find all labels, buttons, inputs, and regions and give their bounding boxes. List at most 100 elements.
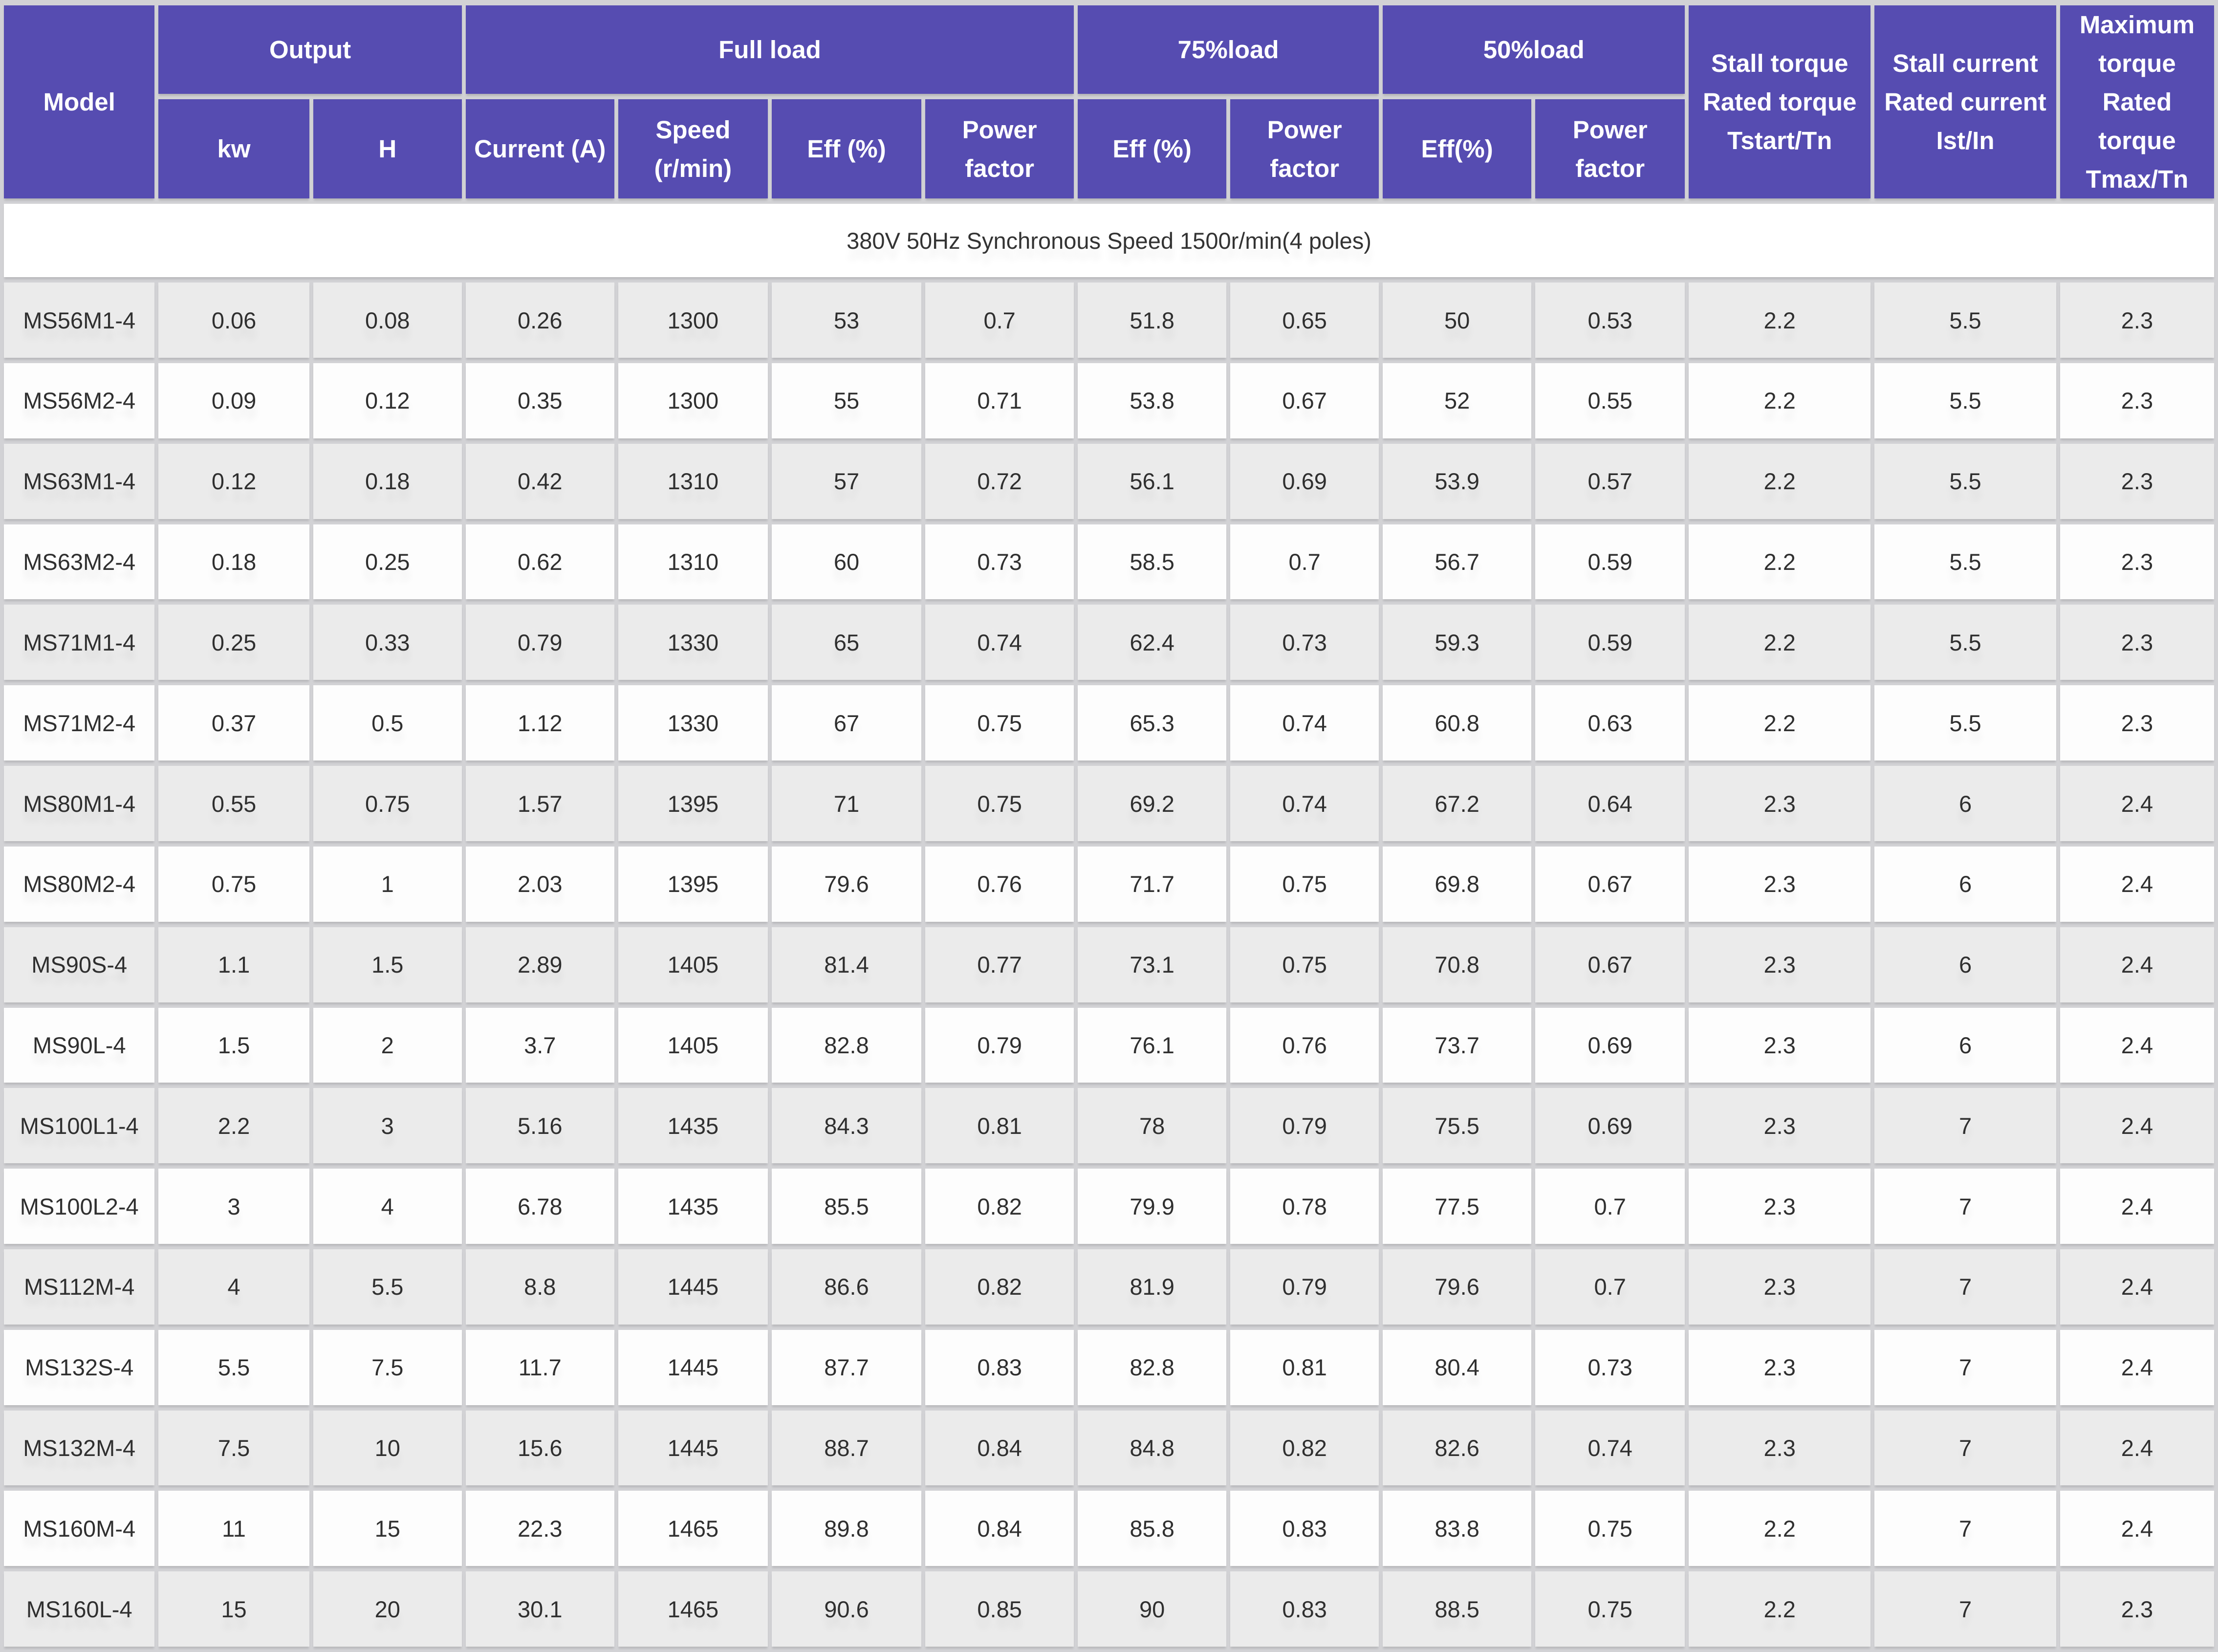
- value-cell: 0.82: [925, 1249, 1074, 1325]
- value-cell: 0.53: [1535, 283, 1685, 358]
- value-cell: 22.3: [465, 1491, 614, 1566]
- value-cell: 1330: [618, 685, 768, 761]
- value-cell: 71: [771, 766, 922, 841]
- value-cell: 0.55: [158, 766, 309, 841]
- value-cell: 1445: [618, 1329, 768, 1405]
- value-cell: 0.72: [925, 443, 1074, 519]
- value-cell: 57: [771, 443, 922, 519]
- value-cell: 71.7: [1078, 846, 1227, 922]
- value-cell: 56.7: [1383, 524, 1532, 600]
- value-cell: 58.5: [1078, 524, 1227, 600]
- value-cell: 2.3: [1689, 927, 1871, 1002]
- table-row: MS90L-4 1.5 2 3.7 1405 82.8 0.79 76.1 0.76 73.7 0.…: [4, 1007, 2214, 1083]
- value-cell: 0.59: [1535, 605, 1685, 680]
- value-cell: 2.4: [2060, 1088, 2214, 1164]
- value-cell: 1445: [618, 1249, 768, 1325]
- value-cell: 0.69: [1230, 443, 1379, 519]
- value-cell: 0.7: [1535, 1169, 1685, 1244]
- model-cell: MS71M2-4: [4, 685, 155, 761]
- model-cell: MS80M2-4: [4, 846, 155, 922]
- value-cell: 90.6: [771, 1571, 922, 1647]
- value-cell: 1.5: [313, 927, 462, 1002]
- value-cell: 0.63: [1535, 685, 1685, 761]
- value-cell: 82.8: [771, 1007, 922, 1083]
- value-cell: 1.1: [158, 927, 309, 1002]
- value-cell: 0.35: [465, 363, 614, 438]
- value-cell: 6.78: [465, 1169, 614, 1244]
- value-cell: 2.4: [2060, 927, 2214, 1002]
- value-cell: 1405: [618, 1007, 768, 1083]
- value-cell: 79.6: [1383, 1249, 1532, 1325]
- value-cell: 7.5: [313, 1329, 462, 1405]
- value-cell: 79.9: [1078, 1169, 1227, 1244]
- value-cell: 0.67: [1535, 846, 1685, 922]
- value-cell: 0.18: [158, 524, 309, 600]
- value-cell: 7: [1874, 1571, 2056, 1647]
- value-cell: 1395: [618, 846, 768, 922]
- header-model: Model: [4, 5, 155, 199]
- value-cell: 0.25: [313, 524, 462, 600]
- model-cell: MS160M-4: [4, 1491, 155, 1566]
- subheader-h: H: [313, 99, 462, 199]
- model-cell: MS90S-4: [4, 927, 155, 1002]
- value-cell: 0.75: [158, 846, 309, 922]
- value-cell: 2.3: [2060, 1571, 2214, 1647]
- value-cell: 0.75: [1535, 1491, 1685, 1566]
- value-cell: 0.73: [925, 524, 1074, 600]
- value-cell: 1435: [618, 1169, 768, 1244]
- table-row: MS80M2-4 0.75 1 2.03 1395 79.6 0.76 71.7 0.75 69.…: [4, 846, 2214, 922]
- value-cell: 82.6: [1383, 1410, 1532, 1486]
- value-cell: 84.8: [1078, 1410, 1227, 1486]
- value-cell: 0.71: [925, 363, 1074, 438]
- value-cell: 0.57: [1535, 443, 1685, 519]
- value-cell: 80.4: [1383, 1329, 1532, 1405]
- value-cell: 0.25: [158, 605, 309, 680]
- value-cell: 0.82: [1230, 1410, 1379, 1486]
- value-cell: 2.4: [2060, 1007, 2214, 1083]
- value-cell: 85.5: [771, 1169, 922, 1244]
- value-cell: 1300: [618, 283, 768, 358]
- header-stall-torque: Stall torque Rated torque Tstart/Tn: [1689, 5, 1871, 199]
- value-cell: 87.7: [771, 1329, 922, 1405]
- value-cell: 0.69: [1535, 1088, 1685, 1164]
- value-cell: 2.4: [2060, 1491, 2214, 1566]
- value-cell: 0.75: [313, 766, 462, 841]
- model-cell: MS80M1-4: [4, 766, 155, 841]
- value-cell: 67: [771, 685, 922, 761]
- value-cell: 2.03: [465, 846, 614, 922]
- value-cell: 2.3: [1689, 1410, 1871, 1486]
- value-cell: 7: [1874, 1491, 2056, 1566]
- value-cell: 85.8: [1078, 1491, 1227, 1566]
- table-row: MS100L1-4 2.2 3 5.16 1435 84.3 0.81 78 0.79 75.5 0…: [4, 1088, 2214, 1164]
- value-cell: 1395: [618, 766, 768, 841]
- value-cell: 7: [1874, 1088, 2056, 1164]
- model-cell: MS132S-4: [4, 1329, 155, 1405]
- value-cell: 1310: [618, 443, 768, 519]
- value-cell: 2.2: [158, 1088, 309, 1164]
- value-cell: 0.12: [158, 443, 309, 519]
- value-cell: 0.79: [465, 605, 614, 680]
- value-cell: 52: [1383, 363, 1532, 438]
- value-cell: 0.74: [1535, 1410, 1685, 1486]
- value-cell: 88.5: [1383, 1571, 1532, 1647]
- value-cell: 6: [1874, 927, 2056, 1002]
- value-cell: 2.2: [1689, 685, 1871, 761]
- value-cell: 0.74: [1230, 685, 1379, 761]
- table-row: MS80M1-4 0.55 0.75 1.57 1395 71 0.75 69.2 0.74 67…: [4, 766, 2214, 841]
- value-cell: 5.5: [1874, 363, 2056, 438]
- value-cell: 0.37: [158, 685, 309, 761]
- value-cell: 20: [313, 1571, 462, 1647]
- value-cell: 2.2: [1689, 1571, 1871, 1647]
- value-cell: 0.74: [925, 605, 1074, 680]
- value-cell: 89.8: [771, 1491, 922, 1566]
- value-cell: 7: [1874, 1410, 2056, 1486]
- value-cell: 2: [313, 1007, 462, 1083]
- value-cell: 1: [313, 846, 462, 922]
- value-cell: 56.1: [1078, 443, 1227, 519]
- value-cell: 1310: [618, 524, 768, 600]
- value-cell: 0.18: [313, 443, 462, 519]
- value-cell: 2.2: [1689, 283, 1871, 358]
- value-cell: 65: [771, 605, 922, 680]
- model-cell: MS132M-4: [4, 1410, 155, 1486]
- value-cell: 2.3: [2060, 524, 2214, 600]
